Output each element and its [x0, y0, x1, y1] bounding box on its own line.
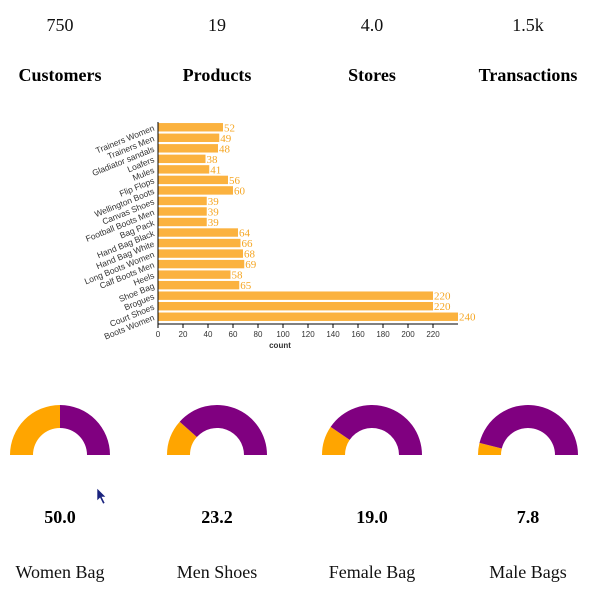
gauge-value: 23.2 [201, 507, 233, 527]
x-tick-label: 140 [326, 330, 340, 339]
x-tick-label: 40 [204, 330, 213, 339]
bar [158, 280, 240, 290]
bar [158, 144, 218, 153]
data-label: 60 [234, 185, 246, 197]
bar [158, 312, 458, 321]
kpi-value: 750 [47, 15, 74, 35]
x-tick-label: 80 [254, 330, 263, 339]
gauge-title: Men Shoes [177, 562, 258, 582]
data-label: 66 [242, 238, 254, 250]
bar [158, 249, 243, 258]
kpi-label: Customers [19, 65, 102, 85]
data-label: 64 [239, 228, 251, 240]
data-label: 56 [229, 175, 241, 187]
gauge-value: 50.0 [44, 507, 76, 527]
x-tick-label: 120 [301, 330, 315, 339]
x-tick-label: 160 [351, 330, 365, 339]
gauge-remainder [60, 405, 110, 455]
gauge-title: Male Bags [489, 562, 566, 582]
bar [158, 228, 238, 237]
gauge-remainder [330, 405, 422, 455]
bar [158, 196, 207, 206]
gauge-fill [10, 405, 60, 455]
bar [158, 217, 207, 227]
bar [158, 238, 241, 248]
data-label: 39 [208, 217, 220, 229]
data-label: 68 [244, 249, 256, 261]
data-label: 220 [434, 301, 451, 313]
bar [158, 259, 245, 269]
data-label: 58 [232, 270, 244, 282]
bar [158, 123, 223, 132]
gauge-fill [322, 426, 350, 455]
data-label: 69 [245, 259, 257, 271]
bar [158, 291, 433, 300]
bar [158, 154, 206, 164]
bar [158, 165, 210, 174]
data-label: 48 [219, 143, 231, 155]
gauge-fill [478, 442, 502, 455]
x-tick-label: 180 [376, 330, 390, 339]
bar [158, 186, 233, 195]
kpi-value: 1.5k [512, 15, 544, 35]
x-tick-label: 60 [229, 330, 238, 339]
x-tick-label: 220 [426, 330, 440, 339]
kpi-label: Transactions [479, 65, 578, 85]
bar [158, 270, 231, 279]
mouse-cursor [96, 487, 107, 505]
x-axis-label: count [269, 341, 291, 350]
gauge-remainder [479, 405, 578, 455]
data-label: 65 [240, 280, 252, 292]
bar [158, 207, 207, 216]
kpi-value: 19 [208, 15, 226, 35]
data-label: 41 [210, 164, 221, 176]
data-label: 52 [224, 122, 235, 134]
data-label: 220 [434, 291, 451, 303]
kpi-label: Stores [348, 65, 396, 85]
gauge-value: 7.8 [517, 507, 540, 527]
gauge-fill [167, 421, 197, 455]
data-label: 39 [208, 196, 220, 208]
x-tick-label: 0 [156, 330, 161, 339]
data-label: 49 [220, 133, 232, 145]
kpi-label: Products [183, 65, 252, 85]
x-tick-label: 200 [401, 330, 415, 339]
data-label: 39 [208, 206, 220, 218]
gauge-title: Female Bag [329, 562, 415, 582]
gauge-remainder [179, 404, 267, 455]
x-tick-label: 20 [179, 330, 188, 339]
data-label: 240 [459, 312, 476, 324]
gauge-value: 19.0 [356, 507, 388, 527]
kpi-value: 4.0 [361, 15, 384, 35]
bar [158, 175, 228, 185]
bar [158, 133, 220, 142]
x-tick-label: 100 [276, 330, 290, 339]
bar [158, 302, 433, 311]
data-label: 38 [207, 154, 219, 166]
gauge-title: Women Bag [15, 562, 104, 582]
